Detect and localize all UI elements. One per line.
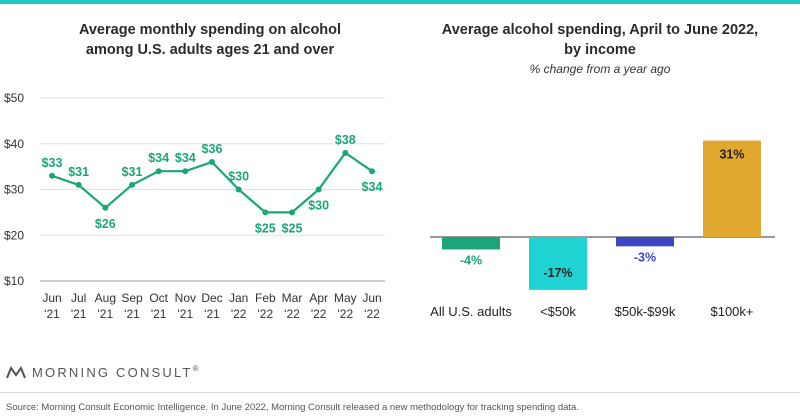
data-label: $31 bbox=[122, 165, 143, 179]
x-tick-label-year: '21 bbox=[178, 307, 194, 321]
data-label: $36 bbox=[202, 142, 223, 156]
data-point bbox=[235, 186, 242, 193]
x-tick-label: Oct bbox=[149, 291, 168, 305]
brand-logo: MORNING CONSULT ® bbox=[6, 364, 199, 380]
x-tick-label-year: '21 bbox=[204, 307, 220, 321]
x-tick-label-year: '22 bbox=[258, 307, 274, 321]
data-label: $30 bbox=[308, 199, 329, 213]
data-point bbox=[155, 168, 162, 175]
data-point bbox=[342, 149, 349, 156]
x-tick-label-year: '21 bbox=[124, 307, 140, 321]
bar-chart-subtitle: % change from a year ago bbox=[529, 62, 671, 76]
data-label: $34 bbox=[148, 151, 169, 165]
bar bbox=[616, 237, 674, 247]
data-label: $25 bbox=[255, 221, 276, 235]
bar-chart-title: Average alcohol spending, April to June … bbox=[405, 20, 795, 60]
data-label: $26 bbox=[95, 217, 116, 231]
line-chart-title: Average monthly spending on alcohol amon… bbox=[20, 20, 400, 60]
category-label: $50k-$99k bbox=[615, 304, 676, 319]
bar-data-label: -4% bbox=[460, 253, 482, 267]
x-tick-label-year: '22 bbox=[284, 307, 300, 321]
source-note: Source: Morning Consult Economic Intelli… bbox=[6, 402, 579, 413]
data-point bbox=[182, 168, 189, 175]
brand-registered-mark: ® bbox=[192, 363, 199, 373]
category-label: <$50k bbox=[540, 304, 576, 319]
bar-data-label: 31% bbox=[719, 148, 744, 162]
x-tick-label-year: '21 bbox=[44, 307, 60, 321]
data-point bbox=[315, 186, 322, 193]
x-tick-label: Apr bbox=[309, 291, 328, 305]
x-tick-label-year: '21 bbox=[151, 307, 167, 321]
data-label: $31 bbox=[68, 165, 89, 179]
x-tick-label-year: '22 bbox=[338, 307, 354, 321]
x-tick-label: Sep bbox=[121, 291, 143, 305]
data-label: $33 bbox=[42, 156, 63, 170]
x-tick-label: Jul bbox=[71, 291, 86, 305]
x-tick-label: Mar bbox=[282, 291, 303, 305]
x-tick-label: Feb bbox=[255, 291, 276, 305]
category-label: $100k+ bbox=[710, 304, 753, 319]
brand-mark-icon bbox=[6, 365, 26, 379]
x-tick-label: Nov bbox=[175, 291, 196, 305]
x-tick-label: Dec bbox=[201, 291, 222, 305]
y-tick-label: $50 bbox=[4, 91, 24, 105]
y-tick-label: $20 bbox=[4, 228, 24, 242]
data-point bbox=[369, 168, 375, 175]
x-tick-label-year: '22 bbox=[311, 307, 327, 321]
x-tick-label: Jun bbox=[362, 291, 381, 305]
bar-data-label: -17% bbox=[543, 266, 572, 280]
x-tick-label: May bbox=[334, 291, 357, 305]
line-chart: $10 $20 $30 $40 $50 $33 $31 $26 $31 $34 $34 $36 $30 $… bbox=[4, 91, 385, 321]
brand-name: MORNING CONSULT bbox=[32, 364, 193, 380]
data-point bbox=[49, 172, 55, 179]
line-chart-title-line2: among U.S. adults ages 21 and over bbox=[85, 42, 335, 58]
data-label: $38 bbox=[335, 133, 356, 147]
data-label: $30 bbox=[228, 170, 249, 184]
y-tick-label: $30 bbox=[4, 183, 24, 197]
x-tick-label-year: '21 bbox=[71, 307, 87, 321]
data-point bbox=[129, 181, 135, 188]
footer-divider bbox=[0, 392, 800, 393]
bar bbox=[703, 140, 761, 237]
line-chart-title-line1: Average monthly spending on alcohol bbox=[78, 22, 342, 38]
data-point bbox=[209, 159, 215, 166]
data-label: $34 bbox=[175, 151, 196, 165]
bar-chart-title-line1: Average alcohol spending, April to June … bbox=[441, 22, 759, 38]
bar bbox=[442, 237, 500, 250]
data-point bbox=[262, 209, 269, 216]
data-point bbox=[102, 204, 109, 211]
x-tick-label: Aug bbox=[95, 291, 116, 305]
data-label: $34 bbox=[362, 180, 383, 194]
top-accent-bar bbox=[0, 0, 800, 4]
x-tick-label-year: '21 bbox=[98, 307, 114, 321]
bar bbox=[529, 237, 587, 290]
x-tick-label: Jun bbox=[42, 291, 61, 305]
data-label: $25 bbox=[282, 221, 303, 235]
x-tick-label-year: '22 bbox=[231, 307, 247, 321]
category-label: All U.S. adults bbox=[430, 304, 512, 319]
data-point bbox=[75, 181, 82, 188]
data-point bbox=[289, 209, 295, 216]
y-tick-label: $10 bbox=[4, 274, 24, 288]
bar-data-label: -3% bbox=[634, 250, 656, 264]
bar-chart-title-line2: by income bbox=[564, 42, 636, 58]
x-tick-label: Jan bbox=[229, 291, 248, 305]
x-tick-label-year: '22 bbox=[364, 307, 380, 321]
y-tick-label: $40 bbox=[4, 137, 24, 151]
